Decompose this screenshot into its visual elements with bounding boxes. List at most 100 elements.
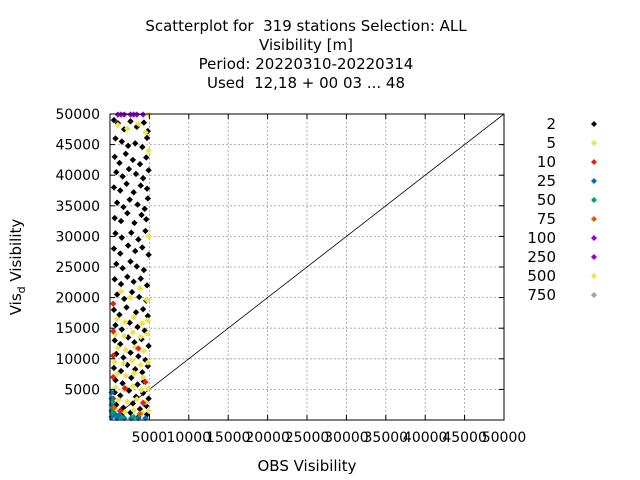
y-tick-label: 40000 bbox=[55, 168, 100, 184]
legend-marker bbox=[591, 197, 597, 203]
data-point bbox=[137, 182, 144, 189]
data-point bbox=[132, 170, 140, 178]
data-point bbox=[139, 399, 147, 407]
data-point bbox=[132, 393, 140, 400]
data-point bbox=[119, 173, 126, 180]
data-point bbox=[129, 329, 137, 336]
data-point bbox=[130, 278, 137, 285]
data-point bbox=[145, 395, 152, 402]
x-tick-label: 5000 bbox=[132, 430, 168, 446]
data-point bbox=[113, 199, 121, 206]
data-point bbox=[129, 400, 137, 407]
data-point bbox=[109, 373, 117, 381]
data-point bbox=[125, 165, 133, 173]
data-point bbox=[109, 300, 117, 307]
data-point bbox=[127, 349, 134, 356]
data-point bbox=[129, 156, 137, 164]
data-point bbox=[145, 251, 152, 258]
y-tick-label: 5000 bbox=[64, 382, 100, 398]
data-point bbox=[127, 294, 134, 301]
y-axis-title: Visd Visibility bbox=[7, 219, 28, 316]
data-point bbox=[116, 311, 123, 318]
y-tick-label: 25000 bbox=[55, 260, 100, 276]
data-point bbox=[131, 339, 138, 346]
data-point bbox=[121, 318, 129, 326]
y-tick-label: 10000 bbox=[55, 352, 100, 368]
legend-marker bbox=[591, 254, 597, 260]
data-point bbox=[136, 160, 144, 168]
data-point bbox=[139, 175, 147, 182]
data-point bbox=[144, 312, 152, 320]
data-point bbox=[137, 361, 144, 369]
data-point bbox=[122, 346, 129, 353]
data-point bbox=[130, 313, 137, 321]
data-point bbox=[139, 369, 146, 376]
data-point bbox=[132, 247, 139, 255]
data-point bbox=[127, 258, 134, 265]
x-tick-label: 40000 bbox=[403, 430, 448, 446]
legend-marker bbox=[591, 235, 597, 241]
data-point bbox=[139, 143, 146, 151]
data-point bbox=[110, 245, 118, 252]
data-point bbox=[118, 138, 126, 145]
data-point bbox=[117, 217, 125, 225]
data-point bbox=[143, 282, 151, 289]
data-point bbox=[142, 129, 149, 136]
data-point bbox=[139, 111, 147, 118]
data-point bbox=[111, 214, 118, 222]
data-point bbox=[117, 288, 125, 295]
y-tick-label: 35000 bbox=[55, 199, 100, 215]
data-point bbox=[113, 291, 121, 298]
data-point bbox=[122, 372, 129, 380]
data-point bbox=[126, 196, 133, 203]
legend-marker bbox=[591, 178, 597, 184]
x-axis-title: OBS Visibility bbox=[258, 457, 357, 475]
x-tick-label: 25000 bbox=[285, 430, 330, 446]
data-point bbox=[138, 386, 145, 394]
data-point bbox=[128, 357, 136, 364]
data-point bbox=[130, 189, 137, 196]
data-point bbox=[126, 319, 133, 326]
data-points bbox=[108, 111, 152, 422]
data-point bbox=[111, 153, 118, 161]
data-point bbox=[117, 280, 125, 288]
data-point bbox=[143, 185, 151, 192]
data-point bbox=[117, 187, 124, 194]
legend-label: 750 bbox=[527, 286, 556, 304]
data-point bbox=[140, 266, 148, 274]
data-point bbox=[109, 352, 117, 359]
x-tick-label: 45000 bbox=[442, 430, 487, 446]
legend-label: 75 bbox=[537, 210, 556, 228]
data-point bbox=[113, 315, 121, 323]
data-point bbox=[132, 366, 139, 373]
legend-marker bbox=[591, 159, 597, 165]
data-point bbox=[144, 384, 152, 392]
data-point bbox=[129, 383, 137, 390]
data-point bbox=[110, 306, 118, 314]
data-point bbox=[130, 413, 137, 421]
data-point bbox=[112, 321, 119, 329]
data-point bbox=[136, 285, 144, 292]
y-axis-title-rest: Visibility bbox=[7, 219, 25, 287]
data-point bbox=[137, 333, 144, 340]
data-point bbox=[139, 306, 147, 313]
data-point bbox=[145, 342, 152, 350]
title-line-4: Used 12,18 + 00 03 ... 48 bbox=[207, 74, 405, 92]
data-point bbox=[113, 168, 120, 176]
data-point bbox=[142, 378, 149, 386]
legend-marker bbox=[591, 273, 597, 279]
data-point bbox=[128, 374, 135, 381]
data-point bbox=[119, 265, 126, 272]
title-line-3: Period: 20220310-20220314 bbox=[198, 55, 414, 73]
data-point bbox=[127, 118, 134, 125]
data-point bbox=[128, 229, 135, 236]
data-point bbox=[120, 126, 128, 133]
x-tick-label: 50000 bbox=[482, 430, 527, 446]
data-point bbox=[121, 408, 129, 416]
grid-lines bbox=[110, 114, 504, 420]
data-point bbox=[110, 364, 118, 372]
data-point bbox=[117, 392, 124, 399]
data-point bbox=[118, 414, 126, 421]
data-point bbox=[123, 180, 130, 187]
